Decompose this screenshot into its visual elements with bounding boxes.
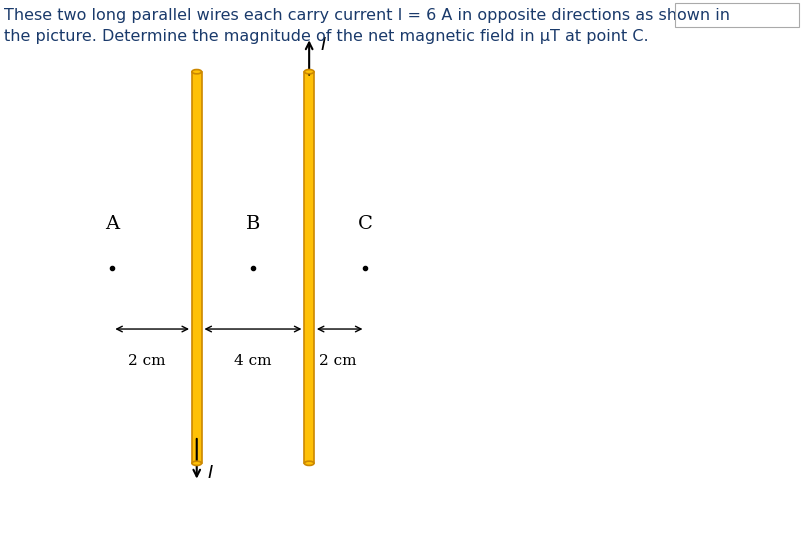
Text: 2 cm: 2 cm xyxy=(318,354,355,368)
Text: $I$: $I$ xyxy=(207,464,214,483)
Bar xyxy=(304,72,314,463)
Text: 2 cm: 2 cm xyxy=(128,354,165,368)
Ellipse shape xyxy=(304,461,314,465)
Text: A: A xyxy=(105,215,119,233)
Text: B: B xyxy=(245,215,260,233)
Ellipse shape xyxy=(304,70,314,74)
Text: $I$: $I$ xyxy=(319,36,326,55)
Text: C: C xyxy=(358,215,372,233)
Text: These two long parallel wires each carry current I = 6 A in opposite directions : These two long parallel wires each carry… xyxy=(4,8,729,23)
Text: 4 cm: 4 cm xyxy=(234,354,271,368)
Bar xyxy=(192,72,201,463)
Ellipse shape xyxy=(192,70,201,74)
Text: the picture. Determine the magnitude of the net magnetic field in μT at point C.: the picture. Determine the magnitude of … xyxy=(4,29,648,44)
Ellipse shape xyxy=(192,461,201,465)
